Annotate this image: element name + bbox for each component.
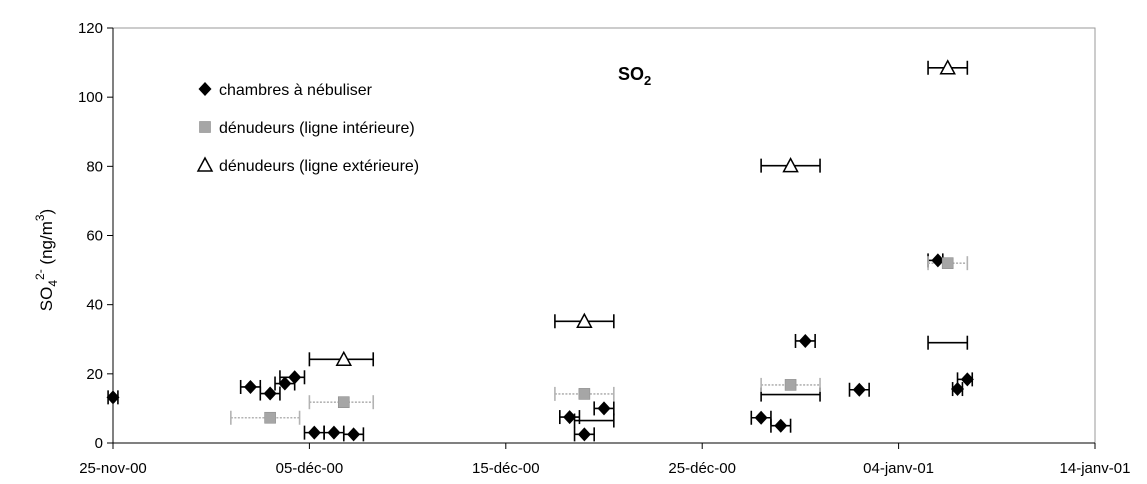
data-point-square <box>941 257 954 269</box>
data-point-diamond <box>577 427 591 442</box>
title-base: SO <box>618 64 644 84</box>
error-bars <box>107 60 974 442</box>
y-tick-label: 100 <box>78 89 103 106</box>
y-tick-label: 40 <box>86 297 103 314</box>
legend: chambres à nébuliser dénudeurs (ligne int… <box>196 82 419 175</box>
y-tick-label: 60 <box>86 228 103 245</box>
legend-entry-label: dénudeurs (ligne intérieure) <box>219 120 415 137</box>
y-tick-label: 0 <box>95 435 103 452</box>
data-point-square <box>784 379 797 391</box>
legend-marker <box>196 156 214 172</box>
y-label-base: SO <box>37 287 56 312</box>
data-point-diamond <box>951 382 965 397</box>
chart-title: SO2 <box>618 64 651 88</box>
data-point-triangle <box>576 312 593 329</box>
y-tick-label: 120 <box>78 20 103 37</box>
y-label-unit-open: (ng/m <box>37 221 56 269</box>
y-label-unit-sup: 3 <box>33 214 47 221</box>
data-point-square <box>264 411 276 424</box>
data-point-diamond <box>278 376 292 391</box>
data-point-diamond <box>754 410 768 425</box>
y-label-sup: 2- <box>33 269 47 280</box>
y-axis-label: SO42- (ng/m3) <box>33 209 60 311</box>
y-tick-label: 20 <box>86 366 103 383</box>
x-tick-label: 25-nov-00 <box>79 460 147 477</box>
x-tick-label: 14-janv-01 <box>1060 460 1131 477</box>
y-axis: 0 20 40 60 80 100 120 <box>78 20 114 452</box>
x-tick-label: 05-déc-00 <box>276 460 344 477</box>
data-point-diamond <box>307 425 321 440</box>
data-point-diamond <box>774 418 788 433</box>
data-point-triangle <box>939 59 956 75</box>
legend-marker <box>199 121 211 133</box>
y-label-unit-close: ) <box>37 209 56 215</box>
data-point-diamond <box>931 253 945 268</box>
data-point-diamond <box>960 372 974 387</box>
data-point-square <box>578 388 591 400</box>
legend-entry-label: dénudeurs (ligne extérieure) <box>219 158 419 175</box>
data-point-diamond <box>327 425 341 440</box>
x-axis: 25-nov-00 05-déc-00 15-déc-00 25-déc-00 04-j… <box>79 442 1131 477</box>
y-tick-label: 80 <box>86 158 103 175</box>
x-tick-label: 25-déc-00 <box>668 460 736 477</box>
data-point-square <box>337 396 350 408</box>
data-point-diamond <box>852 382 866 397</box>
data-point-diamond <box>263 386 277 401</box>
data-point-diamond <box>798 333 812 348</box>
data-point-triangle <box>782 157 799 173</box>
legend-entry-label: chambres à nébuliser <box>219 82 373 99</box>
title-subscript: 2 <box>644 73 651 88</box>
legend-marker <box>198 82 212 96</box>
data-point-diamond <box>243 379 257 394</box>
data-point-diamond <box>106 390 120 405</box>
y-label-sub: 4 <box>46 280 60 287</box>
data-point-diamond <box>597 401 611 416</box>
data-point-triangle <box>335 350 353 367</box>
x-tick-label: 04-janv-01 <box>863 460 934 477</box>
x-tick-label: 15-déc-00 <box>472 460 540 477</box>
data-point-diamond <box>563 410 577 425</box>
data-markers <box>106 59 974 442</box>
data-point-diamond <box>347 427 361 442</box>
data-point-diamond <box>288 370 302 385</box>
